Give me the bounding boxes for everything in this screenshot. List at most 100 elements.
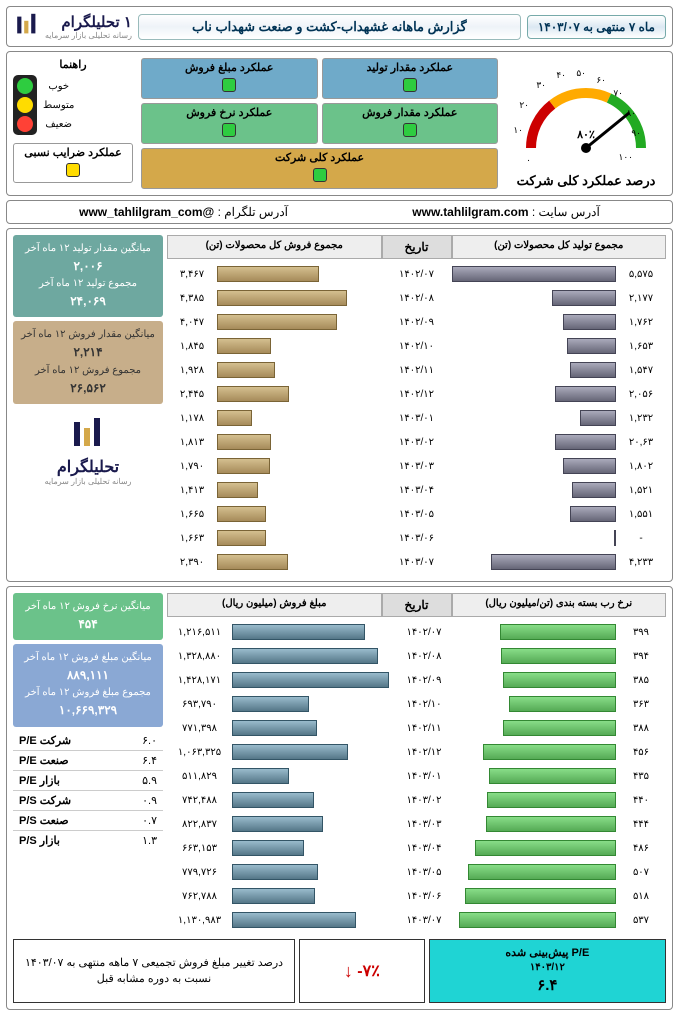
gauge-label: درصد عملکرد کلی شرکت (506, 173, 666, 189)
report-title: گزارش ماهانه غشهداب-کشت و صنعت شهداب ناب (138, 14, 521, 40)
svg-text:۵۰: ۵۰ (576, 68, 586, 78)
svg-text:۸۰٪: ۸۰٪ (576, 129, 595, 141)
t1-date: ۱۴۰۲/۰۸ (382, 293, 452, 304)
t2-amt-val: ۷۴۲,۴۸۸ (167, 795, 232, 806)
t2-row: ۱,۲۱۶,۵۱۱ ۱۴۰۲/۰۷ ۳۹۹ (167, 621, 666, 643)
t2-rate-val: ۴۴۴ (616, 819, 666, 830)
table2-section: میانگین نرخ فروش ۱۲ ماه آخر۴۵۴ میانگین م… (6, 586, 673, 1010)
t2-date: ۱۴۰۳/۰۳ (389, 819, 459, 830)
status-dot-yellow (66, 163, 80, 177)
t1-prod-val: ۱,۵۴۷ (616, 365, 666, 376)
t1-prod-val: ۱,۶۵۳ (616, 341, 666, 352)
t2-sidebox-rate: میانگین نرخ فروش ۱۲ ماه آخر۴۵۴ (13, 593, 163, 640)
svg-text:۹۰: ۹۰ (631, 128, 641, 138)
t1-col-sale: مجموع فروش کل محصولات (تن) (167, 235, 382, 259)
t2-rate-val: ۳۹۹ (616, 627, 666, 638)
t1-row: ۲,۳۹۰۱۴۰۳/۰۷۴,۲۳۳ (167, 551, 666, 573)
t2-date: ۱۴۰۲/۱۰ (389, 699, 459, 710)
t2-row: ۵۱۱,۸۲۹۱۴۰۳/۰۱۴۳۵ (167, 765, 666, 787)
t1-sale-val: ۱,۶۶۵ (167, 509, 217, 520)
t2-rate-val: ۵۰۷ (616, 867, 666, 878)
t1-row: ۱,۹۲۸ ۱۴۰۲/۱۱ ۱,۵۴۷ (167, 359, 666, 381)
site-url[interactable]: www.tahlilgram.com (412, 205, 528, 219)
t2-row: ۷۷۱,۳۹۸۱۴۰۲/۱۱۳۸۸ (167, 717, 666, 739)
t1-prod-val: - (616, 533, 666, 544)
ratio-row: P/E شرکت۶.۰ (13, 731, 163, 751)
t2-date: ۱۴۰۳/۰۶ (389, 891, 459, 902)
t2-date: ۱۴۰۲/۰۷ (389, 627, 459, 638)
t2-date: ۱۴۰۲/۰۹ (389, 675, 459, 686)
t1-sale-val: ۴,۳۸۵ (167, 293, 217, 304)
t2-rate-val: ۳۸۸ (616, 723, 666, 734)
t2-amt-val: ۱,۳۲۸,۸۸۰ (167, 651, 232, 662)
ratio-row: P/S صنعت۰.۷ (13, 811, 163, 831)
brand-sub: رسانه تحلیلی بازار سرمایه (45, 31, 132, 40)
t2-date: ۱۴۰۲/۰۸ (389, 651, 459, 662)
t1-prod-val: ۵,۵۷۵ (616, 269, 666, 280)
t2-row: ۱,۴۲۸,۱۷۱۱۴۰۲/۰۹۳۸۵ (167, 669, 666, 691)
ratio-row: P/E بازار۵.۹ (13, 771, 163, 791)
t2-row: ۸۲۲,۸۳۷۱۴۰۳/۰۳۴۴۴ (167, 813, 666, 835)
t1-sale-val: ۱,۷۹۰ (167, 461, 217, 472)
t1-prod-val: ۲,۰۵۶ (616, 389, 666, 400)
t1-date: ۱۴۰۲/۱۱ (382, 365, 452, 376)
perf-sale-rate: عملکرد نرخ فروش (186, 106, 272, 119)
footer-text: درصد تغییر مبلغ فروش تجمیعی ۷ ماهه منتهی… (13, 939, 295, 1003)
t2-row: ۱,۳۲۸,۸۸۰ ۱۴۰۲/۰۸ ۳۹۴ (167, 645, 666, 667)
t2-col-amt: مبلغ فروش (میلیون ریال) (167, 593, 382, 617)
t1-row: ۱,۶۶۵ ۱۴۰۳/۰۵ ۱,۵۵۱ (167, 503, 666, 525)
t1-sale-val: ۲,۴۴۵ (167, 389, 217, 400)
t1-row: ۱,۶۶۳ ۱۴۰۳/۰۶ - (167, 527, 666, 549)
t1-sale-val: ۴,۰۴۷ (167, 317, 217, 328)
t2-rate-val: ۳۹۴ (616, 651, 666, 662)
t1-sale-val: ۲,۳۹۰ (167, 557, 217, 568)
t2-amt-val: ۷۶۲,۷۸۸ (167, 891, 232, 902)
svg-text:۳۰: ۳۰ (536, 80, 546, 90)
t1-sale-val: ۱,۹۲۸ (167, 365, 217, 376)
footer-pe: P/E پیش‌بینی شده ۱۴۰۳/۱۲ ۶.۴ (429, 939, 666, 1003)
t1-date: ۱۴۰۳/۰۵ (382, 509, 452, 520)
t2-rate-val: ۳۸۵ (616, 675, 666, 686)
t1-row: ۴,۰۴۷۱۴۰۲/۰۹۱,۷۶۲ (167, 311, 666, 333)
t1-prod-val: ۲,۱۷۷ (616, 293, 666, 304)
t1-sale-val: ۱,۸۱۳ (167, 437, 217, 448)
t1-sale-val: ۱,۸۴۵ (167, 341, 217, 352)
telegram-handle[interactable]: @www_tahlilgram_com (79, 205, 214, 219)
svg-text:۰: ۰ (526, 155, 531, 165)
t2-sidebox-amt: میانگین مبلغ فروش ۱۲ ماه آخر۸۸۹,۱۱۱ مجمو… (13, 644, 163, 726)
footer-pct: ↓ -۷٪ (299, 939, 425, 1003)
t1-sale-val: ۱,۴۱۳ (167, 485, 217, 496)
traffic-light-icon (13, 75, 37, 135)
t1-row: ۱,۸۴۵۱۴۰۲/۱۰۱,۶۵۳ (167, 335, 666, 357)
t2-rate-val: ۵۱۸ (616, 891, 666, 902)
t1-sale-val: ۱,۶۶۳ (167, 533, 217, 544)
header: ۱ تحلیلگرام رسانه تحلیلی بازار سرمایه گز… (6, 6, 673, 47)
t2-amt-val: ۶۹۳,۷۹۰ (167, 699, 232, 710)
t2-row: ۱,۰۶۳,۳۲۵۱۴۰۲/۱۲۴۵۶ (167, 741, 666, 763)
t1-date: ۱۴۰۳/۰۶ (382, 533, 452, 544)
t1-date: ۱۴۰۳/۰۳ (382, 461, 452, 472)
t1-prod-val: ۴,۲۳۳ (616, 557, 666, 568)
guide-column: راهنما خوب متوسط ضعیف عملکرد ضرایب نسبی (13, 58, 133, 189)
t2-date: ۱۴۰۳/۰۵ (389, 867, 459, 878)
t1-date: ۱۴۰۲/۰۹ (382, 317, 452, 328)
perf-prod-qty: عملکرد مقدار تولید (367, 61, 454, 74)
brand-logo: ۱ تحلیلگرام رسانه تحلیلی بازار سرمایه (13, 11, 132, 42)
brand-main: تحلیلگرام (61, 14, 119, 31)
t1-sale-val: ۳,۴۶۷ (167, 269, 217, 280)
t1-row: ۴,۳۸۵ ۱۴۰۲/۰۸ ۲,۱۷۷ (167, 287, 666, 309)
perf-overall: عملکرد کلی شرکت (275, 151, 364, 164)
t2-row: ۷۴۲,۴۸۸۱۴۰۳/۰۲۴۴۰ (167, 789, 666, 811)
t2-row: ۷۷۹,۷۲۶۱۴۰۳/۰۵۵۰۷ (167, 861, 666, 883)
t2-amt-val: ۱,۲۱۶,۵۱۱ (167, 627, 232, 638)
site-label: آدرس سایت : (532, 205, 600, 219)
t1-prod-val: ۱,۵۵۱ (616, 509, 666, 520)
t2-row: ۱,۱۳۰,۹۸۳۱۴۰۳/۰۷۵۳۷ (167, 909, 666, 931)
svg-text:۶۰: ۶۰ (596, 75, 606, 85)
svg-text:۴۰: ۴۰ (556, 70, 566, 80)
guide-mid: متوسط (43, 100, 74, 111)
ratio-row: P/S بازار۱.۳ (13, 831, 163, 850)
t2-row: ۶۹۳,۷۹۰۱۴۰۲/۱۰۳۶۳ (167, 693, 666, 715)
t2-rate-val: ۴۴۰ (616, 795, 666, 806)
t1-row: ۱,۷۹۰۱۴۰۳/۰۳۱,۸۰۲ (167, 455, 666, 477)
